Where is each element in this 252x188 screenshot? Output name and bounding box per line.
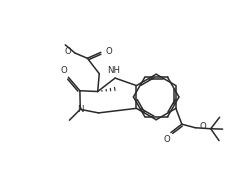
Text: O: O [60, 66, 67, 75]
Text: NH: NH [107, 65, 120, 74]
Text: O: O [64, 47, 71, 56]
Text: O: O [163, 136, 169, 144]
Text: O: O [199, 122, 205, 131]
Text: N: N [77, 105, 83, 114]
Text: O: O [105, 47, 112, 56]
